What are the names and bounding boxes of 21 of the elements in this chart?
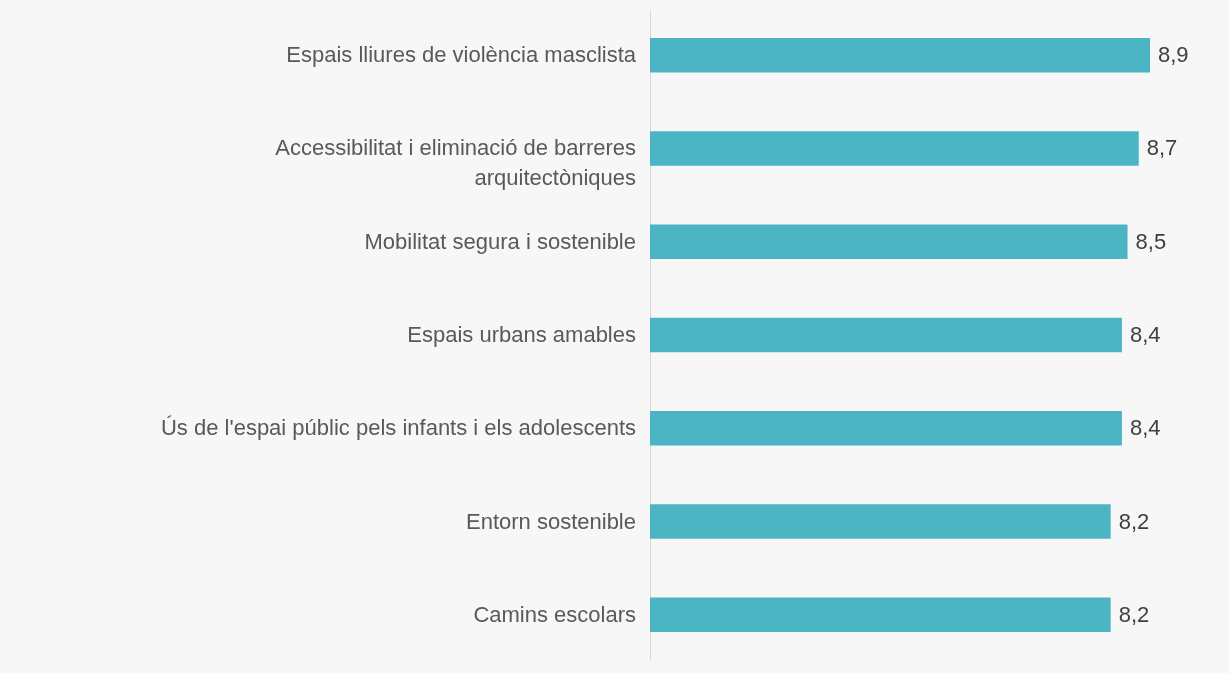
y-tick-label: Espais urbans amables	[407, 322, 636, 347]
y-tick-label: Entorn sostenible	[466, 508, 636, 534]
y-tick-label: Accessibilitat i eliminació de barreres arquitectòniques	[275, 135, 636, 191]
bar	[650, 411, 1122, 446]
data-label: 8,5	[1135, 228, 1167, 254]
bar	[650, 37, 1150, 73]
bar	[650, 317, 1122, 353]
data-label: 8,2	[1118, 601, 1150, 627]
bar	[650, 597, 1111, 633]
bar	[650, 224, 1128, 259]
bar	[650, 504, 1111, 539]
y-tick-label: Ús de l'espai públic pels infants i els adolescents	[160, 415, 636, 441]
data-label: 8,4	[1129, 415, 1161, 441]
data-label: 8,2	[1118, 508, 1150, 534]
y-tick-label: Mobilitat segura i sostenible	[364, 228, 636, 254]
data-label: 8,4	[1129, 322, 1161, 347]
data-label: 8,7	[1146, 135, 1178, 161]
bar	[650, 131, 1139, 166]
data-label: 8,9	[1158, 42, 1189, 68]
y-tick-label: Espais lliures de violència masclista	[286, 42, 637, 68]
y-tick-label: Camins escolars	[473, 601, 636, 627]
